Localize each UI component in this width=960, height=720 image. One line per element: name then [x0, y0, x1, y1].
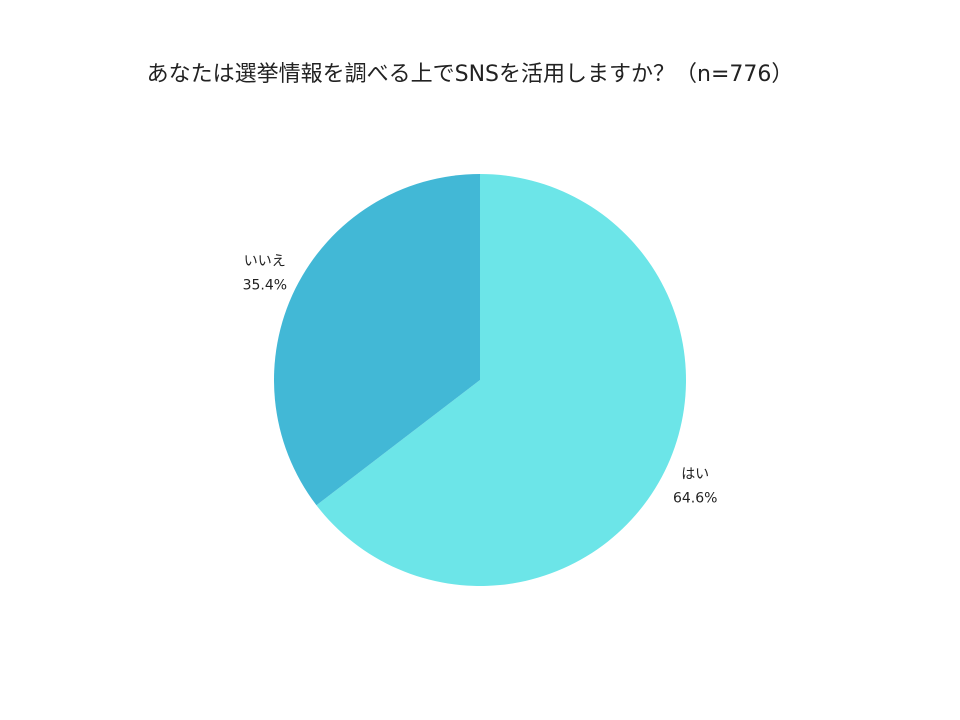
slice-value-label: 64.6%: [673, 490, 717, 506]
slice-label: はい: [681, 466, 709, 482]
pie-slice: [316, 174, 687, 586]
slice-value-label: 35.4%: [243, 278, 287, 294]
slice-label: いいえ: [244, 254, 286, 270]
chart-title: あなたは選挙情報を調べる上でSNSを活用しますか？（n=776）: [147, 62, 794, 87]
pie-slice: [274, 174, 480, 506]
